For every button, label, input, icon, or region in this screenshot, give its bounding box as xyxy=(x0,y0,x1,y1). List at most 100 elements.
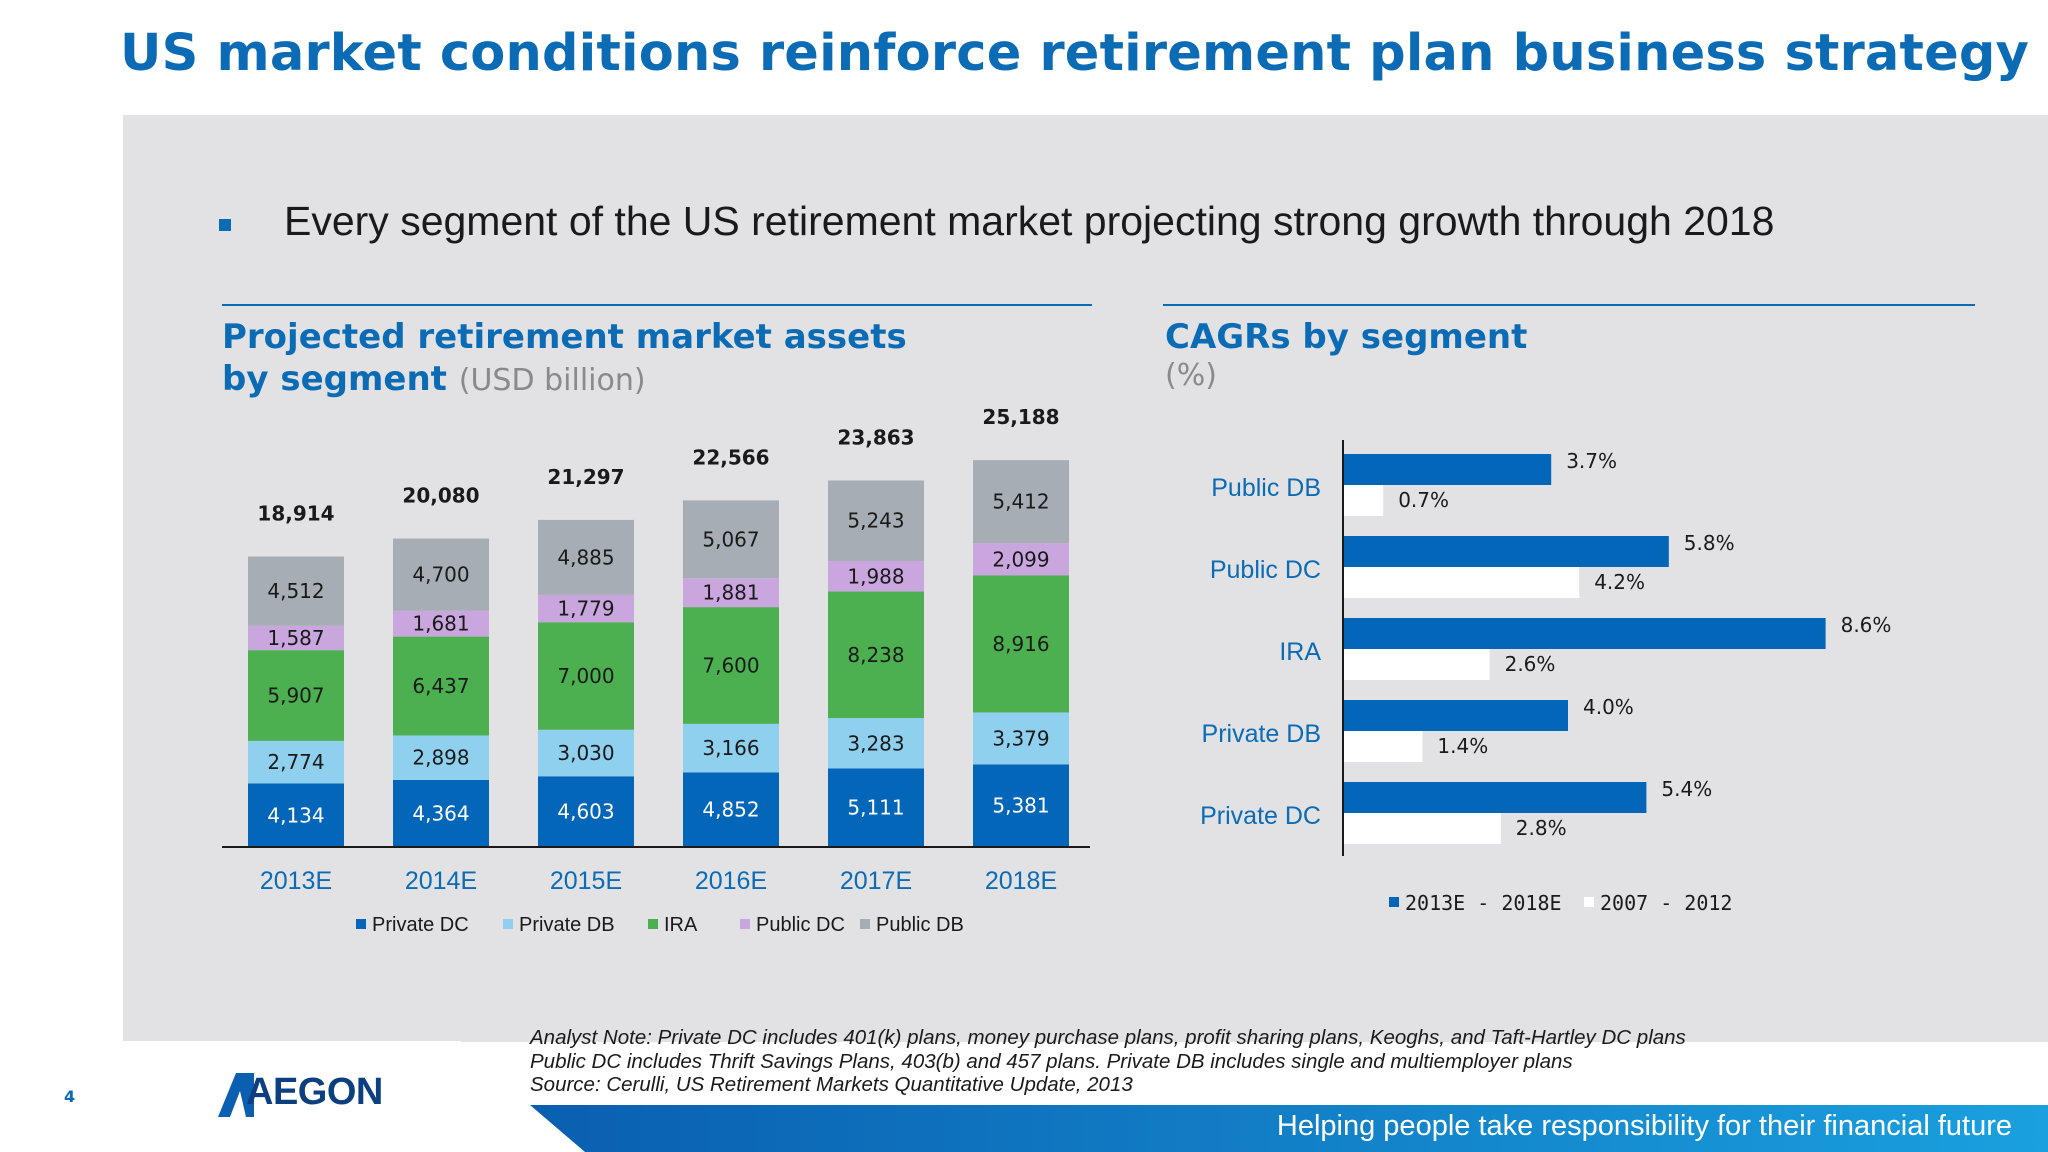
bar-segment-private-dc xyxy=(393,779,489,847)
segment-value-label: 2,099 xyxy=(992,547,1049,571)
segment-value-label: 2,774 xyxy=(267,750,324,774)
legend-swatch xyxy=(740,919,750,929)
cagr-bar-historical xyxy=(1344,813,1501,844)
segment-value-label: 2,898 xyxy=(412,746,469,770)
cagr-bar-recent xyxy=(1344,536,1669,567)
cagr-bar-recent xyxy=(1344,782,1647,813)
footer-tagline: Helping people take responsibility for t… xyxy=(1276,1110,2012,1142)
left-panel-title-line2: by segment xyxy=(222,359,447,399)
cagr-value-label: 8.6% xyxy=(1841,613,1892,637)
segment-value-label: 3,030 xyxy=(557,741,614,765)
bar-segment-private-dc xyxy=(683,772,779,847)
segment-value-label: 1,681 xyxy=(412,612,469,636)
cagr-value-label: 0.7% xyxy=(1398,488,1449,512)
segment-value-label: 5,067 xyxy=(702,527,759,551)
bar-segment-public-dc xyxy=(683,578,779,608)
logo-text: AEGON xyxy=(246,1071,383,1113)
x-tick-label: 2013E xyxy=(260,867,332,895)
total-label: 21,297 xyxy=(547,465,624,489)
legend-swatch xyxy=(356,919,366,929)
bar-segment-ira xyxy=(538,622,634,730)
bar-segment-private-db xyxy=(248,740,344,784)
bar-segment-private-dc xyxy=(248,783,344,847)
footer-white-shape xyxy=(0,1041,585,1152)
segment-value-label: 7,000 xyxy=(557,664,614,688)
legend-swatch xyxy=(860,919,870,929)
bar-segment-private-dc xyxy=(828,768,924,847)
cagr-value-label: 2.8% xyxy=(1516,816,1567,840)
left-panel-title-line1: Projected retirement market assets xyxy=(222,317,907,357)
bar-segment-ira xyxy=(828,591,924,719)
x-tick-label: 2017E xyxy=(840,867,912,895)
cagr-bar-recent xyxy=(1344,618,1826,649)
bar-segment-public-db xyxy=(828,480,924,561)
note-line-1: Analyst Note: Private DC includes 401(k)… xyxy=(530,1026,1686,1049)
bar-segment-public-dc xyxy=(538,594,634,623)
segment-value-label: 4,512 xyxy=(267,579,324,603)
legend-label: Private DB xyxy=(519,914,615,936)
total-label: 20,080 xyxy=(402,484,479,508)
footer-blue-band xyxy=(530,1105,2048,1152)
legend-swatch xyxy=(1389,897,1399,907)
slide-title: US market conditions reinforce retiremen… xyxy=(120,24,2030,83)
cagr-bar-recent xyxy=(1344,454,1552,485)
note-line-2: Public DC includes Thrift Savings Plans,… xyxy=(530,1049,1573,1073)
cagr-bar-recent xyxy=(1344,700,1568,731)
total-label: 25,188 xyxy=(982,405,1059,429)
segment-value-label: 8,238 xyxy=(847,643,904,667)
legend-swatch xyxy=(1584,897,1594,907)
bar-segment-private-db xyxy=(973,712,1069,765)
segment-value-label: 1,988 xyxy=(847,564,904,588)
bar-segment-private-dc xyxy=(538,776,634,847)
segment-value-label: 5,111 xyxy=(847,796,904,820)
legend-label: 2013E - 2018E xyxy=(1405,891,1562,915)
cagr-bar-historical xyxy=(1344,649,1490,680)
bar-segment-private-db xyxy=(393,735,489,780)
cagr-value-label: 3.7% xyxy=(1566,449,1617,473)
analyst-note: Analyst Note: Private DC includes 401(k)… xyxy=(530,1026,1686,1097)
bar-segment-public-db xyxy=(973,460,1069,544)
cagr-value-label: 4.0% xyxy=(1583,695,1634,719)
legend-label: Private DC xyxy=(372,914,469,936)
cagr-value-label: 4.2% xyxy=(1594,570,1645,594)
bar-segment-private-db xyxy=(538,729,634,777)
bullet-marker xyxy=(219,219,231,231)
segment-value-label: 3,283 xyxy=(847,731,904,755)
logo-mark-icon xyxy=(218,1073,254,1117)
segment-value-label: 5,243 xyxy=(847,509,904,533)
total-label: 23,863 xyxy=(837,425,914,449)
legend-label: Public DC xyxy=(756,914,845,936)
segment-value-label: 5,412 xyxy=(992,490,1049,514)
page-number: 4 xyxy=(64,1087,76,1106)
segment-value-label: 1,779 xyxy=(557,597,614,621)
cagr-value-label: 2.6% xyxy=(1505,652,1556,676)
y-category-label: Public DC xyxy=(1210,556,1321,584)
cagr-bar-historical xyxy=(1344,567,1580,598)
bar-segment-ira xyxy=(393,636,489,736)
bar-segment-private-db xyxy=(828,718,924,769)
x-tick-label: 2018E xyxy=(985,867,1057,895)
bar-segment-public-dc xyxy=(973,543,1069,576)
right-panel-unit: (%) xyxy=(1165,358,1217,393)
legend-swatch xyxy=(648,919,658,929)
y-category-label: Private DC xyxy=(1200,802,1321,830)
left-panel-title: Projected retirement market assets by se… xyxy=(222,316,907,402)
legend-label: IRA xyxy=(664,914,698,936)
segment-value-label: 8,916 xyxy=(992,632,1049,656)
bar-segment-ira xyxy=(683,607,779,724)
segment-value-label: 5,907 xyxy=(267,684,324,708)
right-panel-title: CAGRs by segment xyxy=(1165,317,1528,357)
bar-segment-ira xyxy=(248,650,344,741)
segment-value-label: 4,603 xyxy=(557,800,614,824)
legend-label: Public DB xyxy=(876,914,964,936)
segment-value-label: 3,379 xyxy=(992,726,1049,750)
y-category-label: Private DB xyxy=(1202,720,1321,748)
legend-swatch xyxy=(503,919,513,929)
left-panel-rule xyxy=(222,304,1092,306)
left-panel-unit: (USD billion) xyxy=(458,363,646,398)
x-tick-label: 2014E xyxy=(405,867,477,895)
segment-value-label: 4,134 xyxy=(267,803,324,827)
